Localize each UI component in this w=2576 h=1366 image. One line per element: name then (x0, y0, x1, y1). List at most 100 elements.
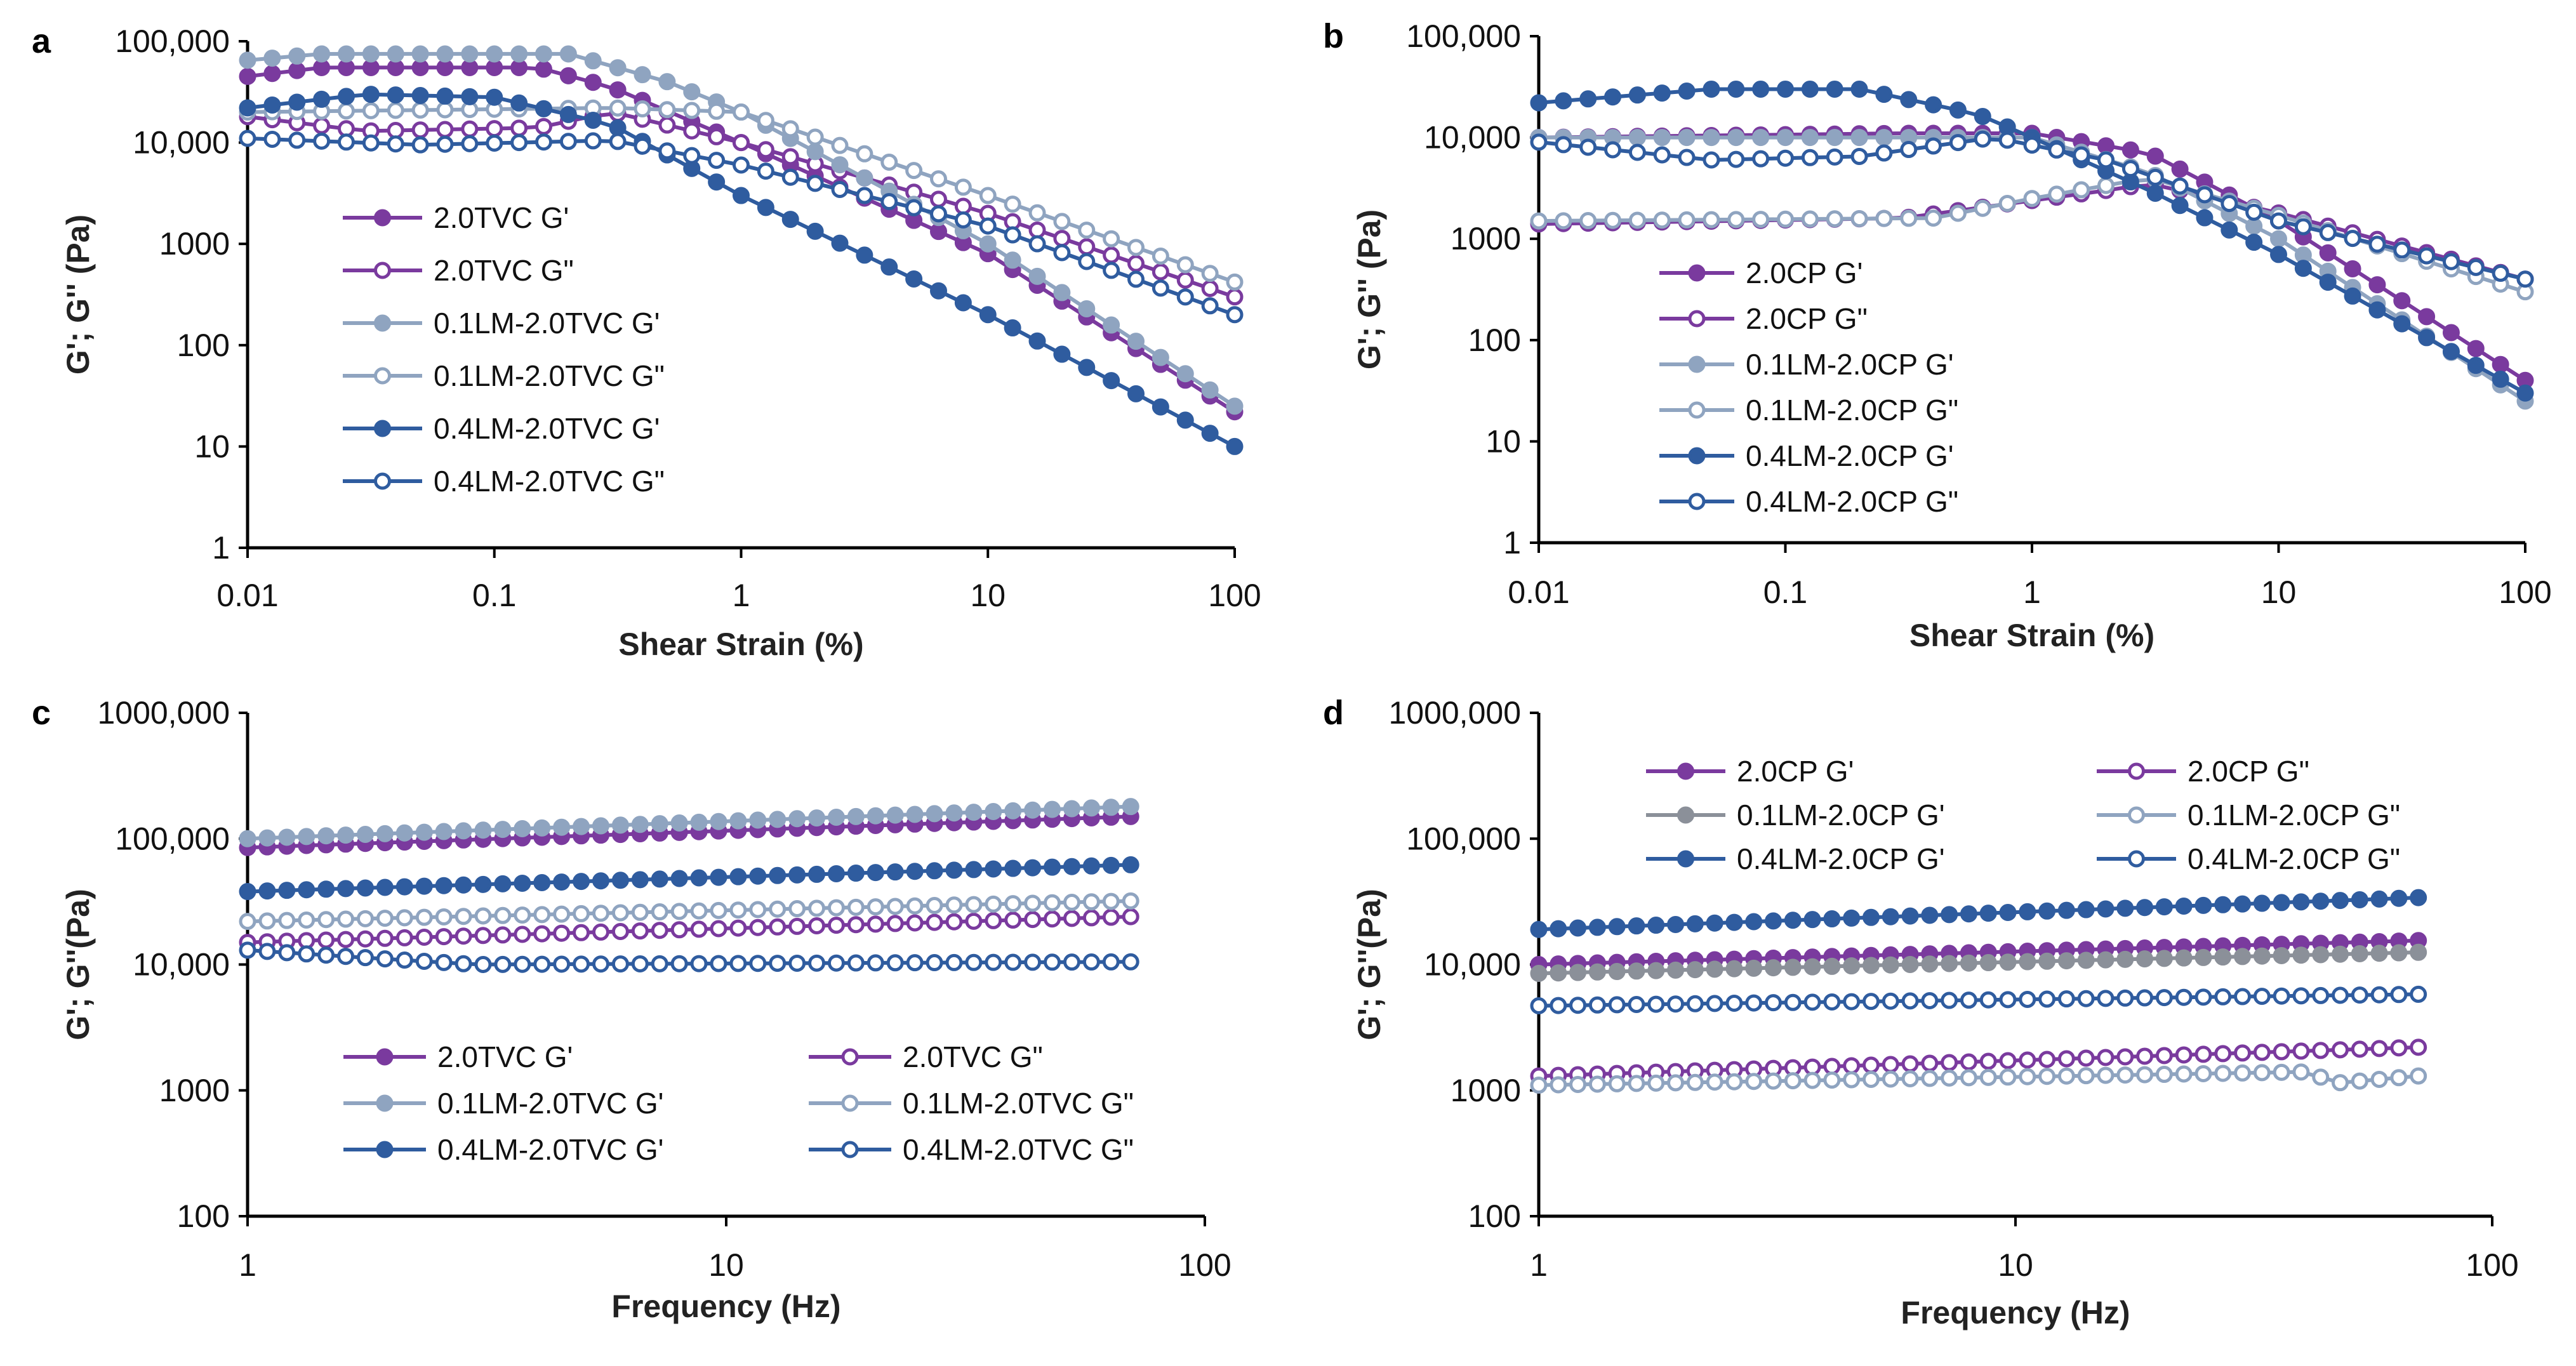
data-point (2194, 1045, 2212, 1063)
x-axis-label: Frequency (Hz) (1901, 1295, 2130, 1330)
data-point (1028, 332, 1046, 350)
y-tick-label: 10,000 (1424, 120, 1521, 156)
data-point (1803, 993, 1821, 1011)
data-point (486, 120, 503, 138)
panel-letter: a (32, 22, 51, 60)
data-point (1569, 964, 1587, 981)
data-point (1745, 959, 1763, 977)
data-point (866, 954, 884, 972)
data-point (609, 99, 627, 117)
legend-marker (374, 209, 391, 227)
y-tick-label: 100,000 (1406, 821, 1521, 856)
data-point (847, 954, 865, 972)
data-point (866, 807, 884, 825)
data-point (2097, 951, 2115, 969)
data-point (1127, 255, 1145, 272)
series-5 (239, 129, 1244, 324)
data-point (806, 143, 824, 161)
series-line (247, 814, 1131, 850)
legend: 2.0TVC G' 2.0TVC G" 0.1LM-2.0TVC G' 0.1LM-2… (343, 201, 665, 498)
data-point (288, 93, 306, 111)
data-point (1979, 991, 1997, 1009)
data-point (2038, 1068, 2056, 1085)
y-axis-label: G'; G''(Pa) (1351, 889, 1387, 1040)
y-tick-label: 1000 (159, 1073, 230, 1108)
data-point (298, 881, 315, 899)
data-point (1082, 909, 1100, 927)
data-point (2368, 235, 2386, 253)
data-point (1102, 856, 1120, 874)
data-point (2492, 370, 2509, 388)
data-point (749, 901, 767, 918)
legend-item: 0.4LM-2.0CP G' (1646, 842, 1945, 875)
data-point (1053, 213, 1071, 230)
data-point (2467, 258, 2485, 276)
data-point (514, 874, 531, 892)
data-point (827, 954, 845, 972)
data-point (729, 901, 747, 919)
y-tick-label: 1 (212, 530, 230, 566)
data-point (2312, 1042, 2330, 1059)
data-point (1152, 279, 1169, 297)
data-point (1686, 961, 1704, 979)
legend-item: 0.1LM-2.0TVC G" (809, 1087, 1134, 1120)
data-point (2245, 234, 2263, 251)
data-point (317, 911, 335, 929)
data-point (827, 865, 845, 882)
data-point (1004, 319, 1021, 337)
legend-label: 2.0TVC G' (437, 1040, 573, 1073)
data-point (337, 931, 355, 948)
data-point (1122, 798, 1139, 816)
data-point (1745, 913, 1763, 931)
data-point (930, 205, 947, 223)
legend-item: 0.1LM-2.0TVC G' (343, 1087, 663, 1120)
data-point (1628, 143, 1646, 161)
data-point (1127, 270, 1145, 288)
legend-label: 0.4LM-2.0CP G" (1746, 485, 1958, 518)
data-point (1628, 962, 1645, 980)
y-tick-label: 100 (177, 1198, 230, 1234)
data-point (1082, 893, 1100, 911)
legend-item: 0.4LM-2.0TVC G' (343, 1133, 663, 1166)
data-point (2410, 1038, 2427, 1056)
data-point (2116, 1048, 2134, 1066)
y-tick-label: 10,000 (1424, 947, 1521, 983)
data-point (1653, 129, 1671, 147)
data-point (288, 131, 306, 149)
y-tick-label: 10,000 (133, 125, 230, 161)
data-point (356, 949, 374, 967)
panel-letter: c (32, 694, 51, 732)
data-point (1004, 802, 1022, 819)
data-point (1028, 221, 1046, 239)
data-point (1604, 211, 1622, 229)
data-point (1979, 905, 1997, 922)
data-point (559, 45, 577, 63)
data-point (2155, 1047, 2173, 1064)
legend-label: 0.1LM-2.0TVC G" (903, 1087, 1134, 1120)
data-point (2175, 1046, 2193, 1064)
data-point (906, 954, 924, 972)
data-point (288, 47, 306, 65)
data-point (317, 946, 335, 964)
data-point (788, 917, 806, 935)
data-point (729, 955, 747, 972)
data-point (965, 912, 983, 930)
data-point (1706, 995, 1723, 1012)
data-point (239, 913, 256, 931)
data-point (1004, 912, 1022, 929)
data-point (278, 912, 296, 929)
data-point (455, 955, 472, 972)
data-point (926, 954, 943, 972)
data-point (573, 924, 590, 941)
legend-label: 2.0CP G' (1737, 755, 1854, 788)
data-point (510, 134, 528, 152)
data-point (1974, 199, 1991, 217)
data-point (1647, 962, 1665, 979)
data-point (2312, 892, 2330, 910)
data-point (2331, 1041, 2349, 1059)
data-point (2221, 221, 2238, 239)
data-point (2121, 141, 2139, 159)
data-point (2351, 1072, 2368, 1090)
data-point (1028, 204, 1046, 222)
data-point (2175, 1065, 2193, 1083)
